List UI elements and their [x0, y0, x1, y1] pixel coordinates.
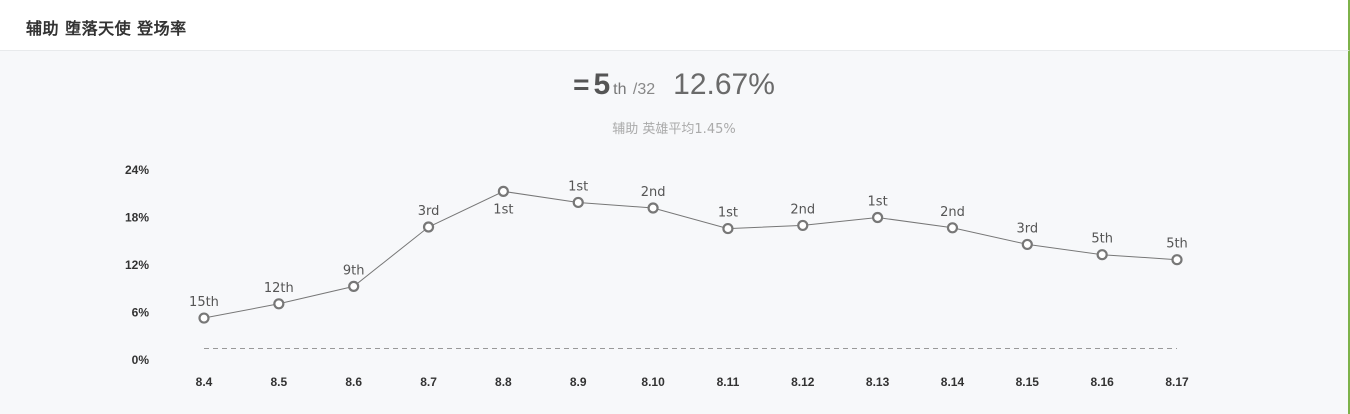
y-axis: 0% 6% 12% 18% 24%	[125, 163, 149, 367]
y-tick-label: 18%	[125, 211, 149, 225]
x-tick-label: 8.6	[345, 375, 362, 389]
data-point[interactable]	[1021, 238, 1033, 251]
point-rank-label: 2nd	[641, 185, 666, 200]
data-point[interactable]	[872, 211, 884, 224]
x-axis: 8.4 8.5 8.6 8.7 8.8 8.9 8.10 8.11 8.12 8.13 8.14 8.…	[196, 375, 1189, 389]
point-rank-label: 3rd	[418, 204, 440, 219]
data-point[interactable]	[422, 221, 435, 233]
x-tick-label: 8.13	[866, 375, 890, 389]
x-tick-label: 8.11	[717, 375, 740, 389]
rank-number: 5	[593, 68, 611, 101]
x-tick-label: 8.16	[1090, 375, 1114, 389]
y-tick-label: 6%	[132, 306, 150, 320]
point-rank-label: 5th	[1091, 232, 1113, 247]
point-rank-label: 1st	[493, 202, 513, 217]
point-rank-label: 3rd	[1016, 221, 1038, 236]
x-tick-label: 8.14	[941, 375, 965, 389]
point-rank-label: 1st	[718, 206, 738, 221]
x-tick-label: 8.4	[196, 375, 213, 389]
point-labels: 15th 12th 9th 3rd 1st 1st 2nd 1st 2nd 1st 2nd 3rd 5t…	[189, 179, 1188, 310]
y-tick-label: 12%	[125, 258, 149, 272]
x-tick-label: 8.8	[495, 375, 512, 389]
chart-header: 辅助 堕落天使 登场率	[0, 0, 1350, 51]
rank-trend-symbol: =	[573, 69, 590, 100]
chart-panel	[0, 51, 1350, 414]
point-rank-label: 1st	[568, 179, 588, 194]
point-rank-label: 1st	[868, 195, 888, 210]
rank-total: /32	[632, 81, 656, 98]
chart-title: 辅助 堕落天使 登场率	[26, 19, 187, 38]
series-line	[203, 190, 1178, 319]
data-points	[198, 185, 1183, 324]
point-rank-label: 15th	[189, 295, 219, 310]
data-point[interactable]	[647, 202, 659, 214]
data-point[interactable]	[1171, 254, 1183, 266]
series-line-group	[203, 190, 1178, 319]
data-point[interactable]	[198, 312, 210, 324]
x-tick-label: 8.5	[271, 375, 288, 389]
x-tick-label: 8.9	[570, 375, 587, 389]
point-rank-label: 2nd	[790, 202, 815, 217]
y-tick-label: 24%	[125, 163, 149, 177]
point-rank-label: 9th	[343, 263, 365, 278]
data-point[interactable]	[1096, 249, 1108, 261]
data-point[interactable]	[273, 298, 285, 310]
average-text: 辅助 英雄平均1.45%	[612, 122, 736, 137]
x-tick-label: 8.7	[420, 375, 437, 389]
y-tick-label: 0%	[132, 353, 150, 367]
point-rank-label: 12th	[264, 281, 294, 296]
x-tick-label: 8.15	[1016, 375, 1040, 389]
data-point[interactable]	[797, 219, 809, 232]
x-tick-label: 8.17	[1165, 375, 1189, 389]
x-tick-label: 8.10	[641, 375, 665, 389]
data-point[interactable]	[572, 196, 584, 209]
data-point[interactable]	[946, 222, 959, 234]
x-tick-label: 8.12	[791, 375, 815, 389]
rank-suffix: th	[613, 81, 627, 98]
point-rank-label: 5th	[1166, 237, 1188, 252]
data-point[interactable]	[722, 222, 734, 235]
point-rank-label: 2nd	[940, 205, 965, 220]
data-point[interactable]	[348, 280, 360, 292]
data-point[interactable]	[497, 185, 509, 197]
pick-rate-value: 12.67%	[673, 68, 775, 101]
